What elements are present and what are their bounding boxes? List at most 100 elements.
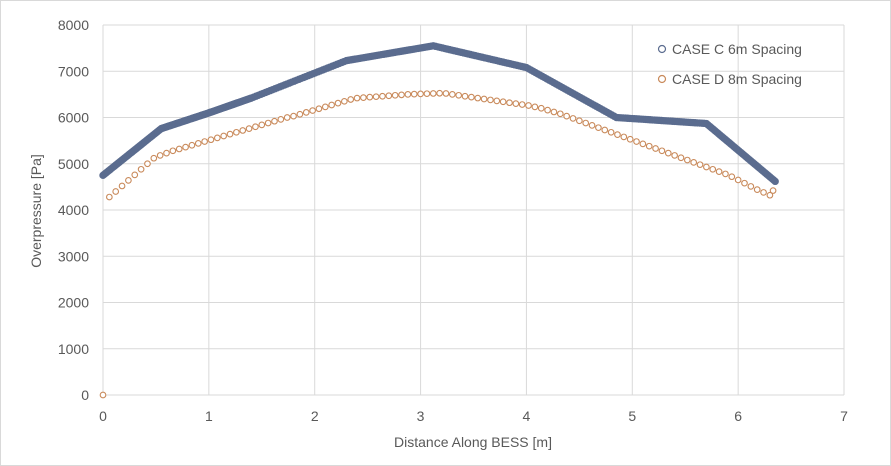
case-d-point xyxy=(633,138,640,145)
case-d-point xyxy=(493,97,501,105)
case-d-point xyxy=(499,98,507,106)
x-axis-title: Distance Along BESS [m] xyxy=(394,434,552,450)
case-d-point xyxy=(321,103,329,111)
case-d-point xyxy=(588,122,596,129)
gridlines xyxy=(102,24,845,396)
case-d-point xyxy=(753,186,761,193)
case-d-point xyxy=(658,147,666,155)
case-d-point xyxy=(156,152,164,159)
case-d-point xyxy=(271,117,278,125)
case-d-point xyxy=(296,110,304,118)
case-d-point xyxy=(728,173,736,181)
case-d-point xyxy=(290,112,297,120)
case-d-point xyxy=(137,165,145,173)
case-d-point xyxy=(436,89,443,97)
case-d-point xyxy=(531,103,539,111)
case-d-point xyxy=(334,99,342,107)
case-d-point xyxy=(461,92,469,100)
case-d-point xyxy=(226,130,234,138)
case-d-point xyxy=(455,91,463,99)
case-d-point xyxy=(302,109,310,116)
case-d-point xyxy=(144,160,151,168)
case-d-point xyxy=(556,110,564,118)
case-d-point xyxy=(201,138,208,145)
case-d-point xyxy=(245,125,253,132)
case-d-point xyxy=(112,188,120,195)
case-d-point xyxy=(169,147,177,155)
case-d-point xyxy=(709,165,717,173)
case-d-point xyxy=(125,177,132,184)
y-tick-label: 6000 xyxy=(58,110,89,126)
case-d-point xyxy=(213,134,221,142)
case-d-point xyxy=(518,101,526,108)
case-d-point xyxy=(448,91,456,98)
case-d-point xyxy=(652,145,659,152)
case-d-point xyxy=(341,97,348,105)
legend-label-case-d: CASE D 8m Spacing xyxy=(672,71,802,87)
case-d-point xyxy=(182,143,189,151)
case-d-point xyxy=(703,163,710,171)
case-d-point xyxy=(239,127,247,134)
case-d-point xyxy=(537,104,545,112)
y-axis-ticks: 0 1000 2000 3000 4000 5000 6000 7000 8000 xyxy=(58,17,89,403)
x-tick-label: 6 xyxy=(734,408,742,424)
case-d-point xyxy=(506,99,513,107)
legend: CASE C 6m Spacing CASE D 8m Spacing xyxy=(657,41,802,87)
case-d-point xyxy=(550,108,558,116)
series-case-d xyxy=(99,89,777,399)
y-tick-label: 3000 xyxy=(58,248,89,264)
x-tick-label: 1 xyxy=(205,408,213,424)
x-tick-label: 3 xyxy=(417,408,425,424)
x-tick-label: 7 xyxy=(840,408,848,424)
case-d-point xyxy=(639,140,647,148)
case-d-point xyxy=(372,93,380,101)
case-d-point xyxy=(645,142,653,150)
case-d-point xyxy=(233,128,240,136)
case-d-point xyxy=(544,106,551,114)
case-d-point xyxy=(417,90,424,98)
case-d-point xyxy=(150,154,158,162)
case-d-point xyxy=(353,94,361,102)
case-d-point xyxy=(391,91,399,99)
y-tick-label: 8000 xyxy=(58,17,89,33)
case-d-point xyxy=(175,145,183,153)
y-tick-label: 2000 xyxy=(58,295,89,311)
case-d-point xyxy=(582,119,590,127)
case-d-point xyxy=(769,187,777,194)
case-d-point xyxy=(118,182,126,190)
legend-marker-case-d xyxy=(657,74,667,84)
legend-label-case-c: CASE C 6m Spacing xyxy=(672,41,802,57)
case-d-point xyxy=(106,193,113,201)
case-d-point xyxy=(601,126,609,134)
y-tick-label: 0 xyxy=(81,387,89,403)
case-d-point xyxy=(220,132,228,140)
case-d-point xyxy=(207,136,215,144)
y-tick-label: 1000 xyxy=(58,341,89,357)
case-d-point xyxy=(264,119,272,127)
case-d-point xyxy=(690,159,698,166)
case-d-point xyxy=(347,96,355,103)
case-d-point xyxy=(614,131,621,138)
case-d-point xyxy=(131,171,139,179)
case-d-point xyxy=(474,94,482,102)
case-d-point xyxy=(283,114,291,121)
case-d-point xyxy=(607,128,615,136)
case-d-point xyxy=(410,90,418,98)
case-d-point xyxy=(99,391,107,399)
x-tick-label: 0 xyxy=(99,408,107,424)
case-d-point xyxy=(366,93,374,101)
case-d-point xyxy=(696,161,704,169)
case-d-point xyxy=(163,149,170,157)
y-axis-title: Overpressure [Pa] xyxy=(28,154,44,268)
x-tick-label: 4 xyxy=(523,408,531,424)
case-d-point xyxy=(766,191,774,199)
case-d-point xyxy=(626,135,634,143)
x-tick-label: 5 xyxy=(628,408,636,424)
x-tick-label: 2 xyxy=(311,408,319,424)
case-d-point xyxy=(760,189,767,196)
case-d-point xyxy=(188,141,196,149)
y-tick-label: 5000 xyxy=(58,156,89,172)
case-d-point xyxy=(315,105,323,113)
